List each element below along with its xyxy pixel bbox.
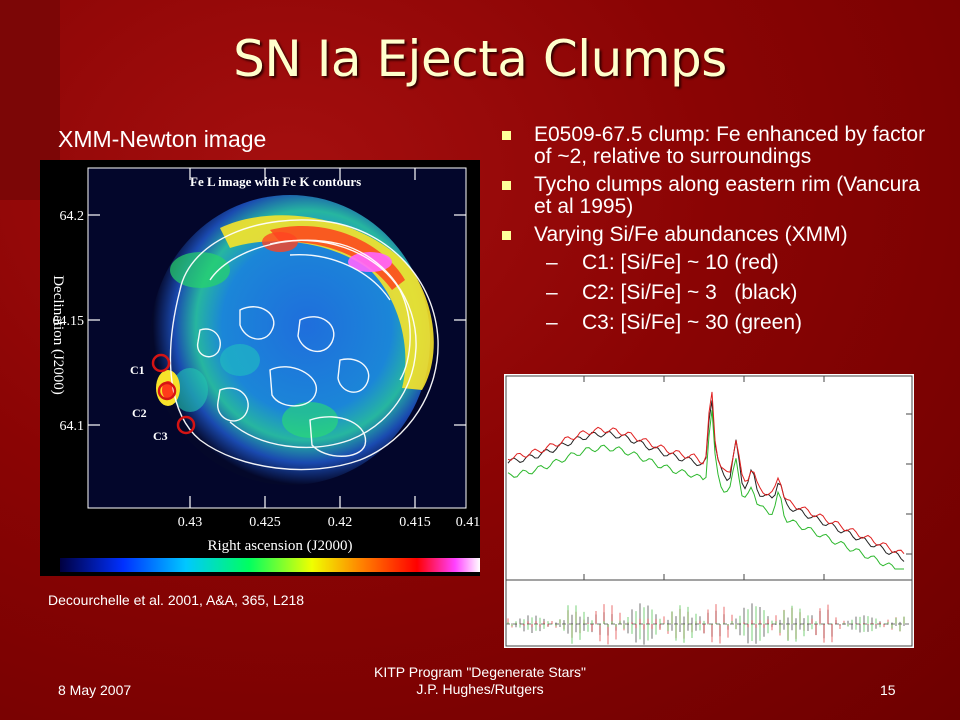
- clump-markers: [151, 353, 196, 435]
- clump-label-c1: C1: [130, 363, 145, 377]
- footer-date: 8 May 2007: [58, 682, 132, 698]
- bullet-item: Tycho clumps along eastern rim (Vancura …: [500, 174, 940, 218]
- image-label: XMM-Newton image: [58, 126, 267, 152]
- sub-bullet-dash: –: [546, 281, 558, 304]
- xmm-inner-title: Fe L image with Fe K contours: [190, 174, 361, 189]
- sub-bullet-item: – C1: [Si/Fe] ~ 10 (red): [500, 252, 940, 274]
- sub-bullet-dash: –: [546, 311, 558, 334]
- spectrum-green-trace: [507, 409, 904, 570]
- sub-bullet-dash: –: [546, 251, 558, 274]
- sub-bullet-text: C2: [Si/Fe] ~ 3 (black): [582, 281, 798, 304]
- sub-bullet-text: C3: [Si/Fe] ~ 30 (green): [582, 311, 803, 334]
- clump-label-c2: C2: [132, 406, 147, 420]
- clump-label-c3: C3: [153, 429, 168, 443]
- fe-k-contours: [169, 219, 439, 471]
- xray-spectrum-plot: [504, 374, 914, 648]
- bullet-text: Varying Si/Fe abundances (XMM): [534, 223, 848, 246]
- footer-program: KITP Program "Degenerate Stars": [374, 664, 586, 680]
- xmm-colorbar: [60, 558, 480, 572]
- bullet-item: E0509-67.5 clump: Fe enhanced by factor …: [500, 124, 940, 168]
- footer-author: J.P. Hughes/Rutgers: [416, 681, 544, 697]
- bullet-text: Tycho clumps along eastern rim (Vancura …: [534, 173, 920, 218]
- citation: Decourchelle et al. 2001, A&A, 365, L218: [48, 592, 305, 608]
- spectrum-ticks: [583, 376, 912, 580]
- spectrum-red-trace: [507, 391, 905, 555]
- xtick-1: 0.43: [178, 515, 203, 530]
- residual-series: [507, 603, 905, 645]
- xtick-3: 0.42: [328, 515, 353, 530]
- xmm-newton-image: C1 C2 C3 Fe L image with Fe K contours 6…: [40, 160, 480, 576]
- ytick-1: 64.2: [60, 209, 85, 224]
- bullet-list: E0509-67.5 clump: Fe enhanced by factor …: [500, 124, 940, 342]
- bullet-text: E0509-67.5 clump: Fe enhanced by factor …: [534, 123, 926, 168]
- residual-green-trace: [507, 605, 905, 644]
- slide-title: SN Ia Ejecta Clumps: [233, 30, 727, 88]
- clump-c1-circle: [151, 353, 171, 373]
- bullet-square-icon: [502, 181, 511, 190]
- sub-bullet-item: – C2: [Si/Fe] ~ 3 (black): [500, 282, 940, 304]
- slide-number: 15: [880, 682, 896, 698]
- xtick-2: 0.425: [249, 515, 281, 530]
- xtick-4: 0.415: [399, 515, 431, 530]
- clump-c2-circle: [157, 381, 177, 401]
- spectrum-series: [507, 391, 905, 570]
- bullet-square-icon: [502, 231, 511, 240]
- ytick-2: 64.15: [53, 314, 85, 329]
- ytick-3: 64.1: [60, 419, 85, 434]
- clump-c3-circle: [176, 415, 196, 435]
- xmm-xlabel: Right ascension (J2000): [208, 538, 353, 554]
- xmm-ylabel: Declination (J2000): [50, 275, 66, 395]
- bullet-item: Varying Si/Fe abundances (XMM): [500, 224, 940, 246]
- xtick-5: 0.41: [456, 515, 480, 530]
- bullet-square-icon: [502, 131, 511, 140]
- sub-bullet-item: – C3: [Si/Fe] ~ 30 (green): [500, 312, 940, 334]
- footer-center: KITP Program "Degenerate Stars" J.P. Hug…: [330, 664, 630, 698]
- sub-bullet-text: C1: [Si/Fe] ~ 10 (red): [582, 251, 779, 274]
